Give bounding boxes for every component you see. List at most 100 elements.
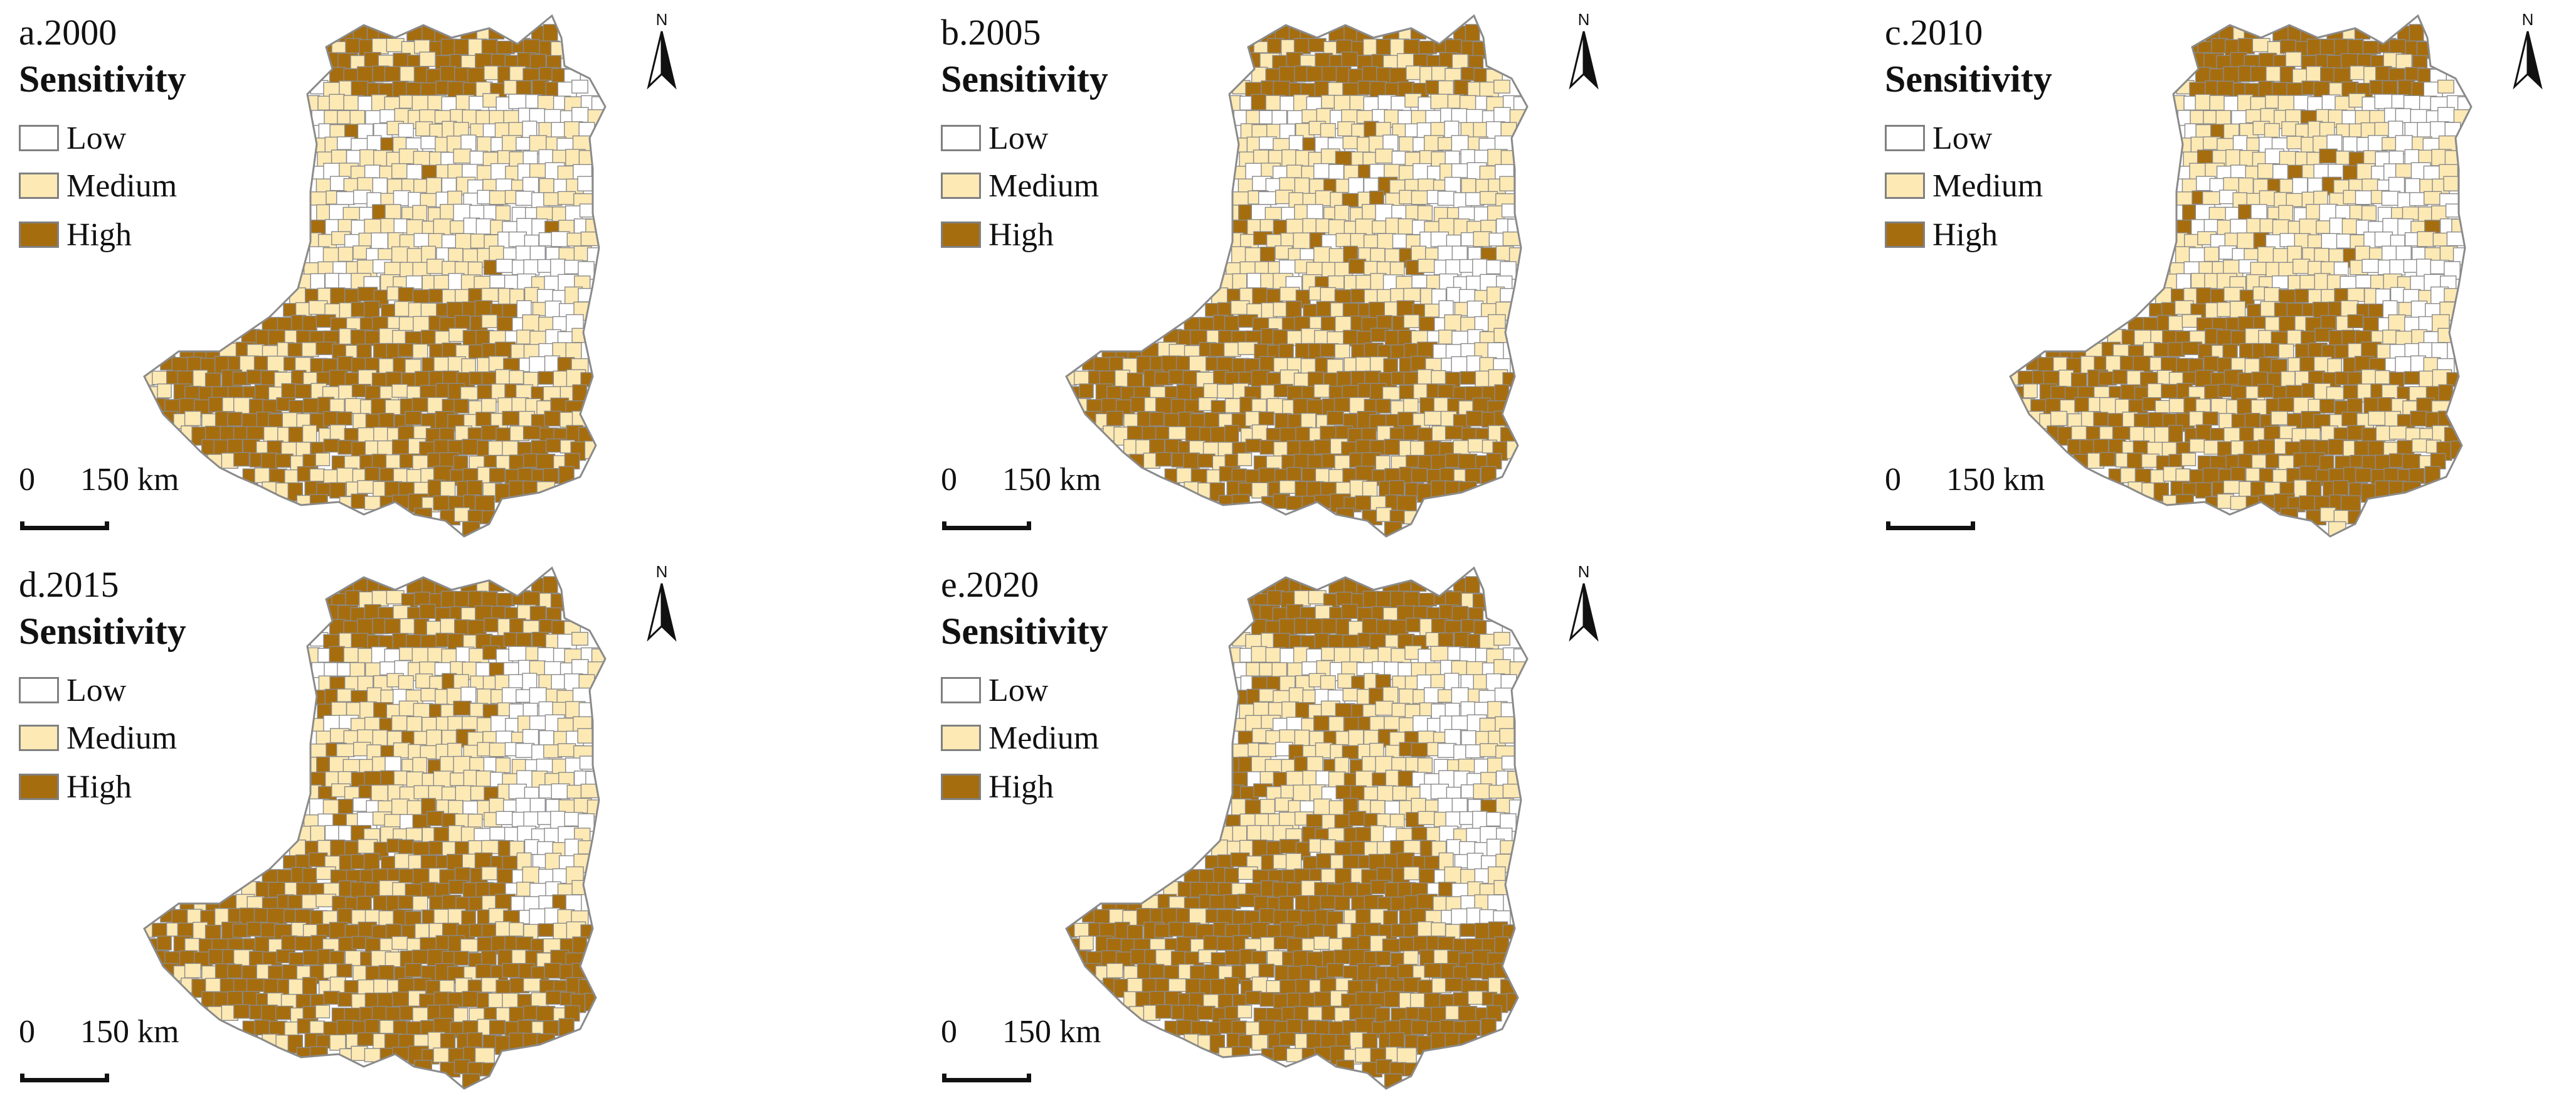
county-polygon — [1336, 40, 1352, 54]
county-polygon — [2328, 330, 2344, 346]
county-polygon — [393, 190, 411, 206]
county-polygon — [454, 867, 470, 882]
county-polygon — [1417, 369, 1434, 387]
county-polygon — [529, 108, 546, 124]
county-polygon — [2230, 467, 2246, 482]
county-polygon — [1444, 620, 1461, 634]
county-polygon — [1487, 894, 1504, 912]
north-arrow-icon: N — [1569, 10, 1599, 90]
county-polygon — [1500, 288, 1520, 302]
county-polygon — [337, 908, 353, 924]
county-polygon — [2382, 80, 2398, 95]
county-polygon — [522, 68, 539, 82]
scale-bar-distance: 150 km — [1002, 1014, 1101, 1050]
county-polygon — [1396, 1047, 1417, 1065]
county-polygon — [1451, 660, 1468, 676]
county-polygon — [1355, 1047, 1372, 1063]
county-polygon — [543, 468, 559, 484]
county-polygon — [309, 494, 328, 508]
county-polygon — [536, 1006, 556, 1021]
county-polygon — [356, 895, 372, 912]
county-polygon — [496, 811, 515, 825]
county-polygon — [577, 176, 593, 192]
county-polygon — [1301, 661, 1319, 676]
county-polygon — [558, 743, 576, 757]
county-polygon — [1384, 882, 1400, 899]
north-arrow-label: N — [656, 562, 668, 581]
legend-item-high: High — [1885, 216, 1998, 253]
county-polygon — [384, 951, 403, 968]
county-polygon — [1334, 455, 1352, 471]
county-polygon — [2443, 176, 2459, 192]
county-polygon — [329, 1034, 346, 1051]
county-polygon — [1327, 410, 1344, 425]
county-polygon — [2259, 190, 2277, 206]
county-polygon — [337, 799, 354, 814]
county-polygon — [2202, 191, 2221, 205]
scale-bar: 0 150 km — [941, 461, 1104, 536]
county-polygon — [1444, 702, 1460, 717]
county-polygon — [1466, 410, 1484, 427]
north-arrow-icon: N — [647, 562, 677, 642]
county-polygon — [2229, 301, 2246, 318]
county-polygon — [2388, 314, 2406, 333]
county-polygon — [323, 439, 340, 453]
county-polygon — [1251, 1034, 1268, 1051]
scale-bar-distance: 150 km — [80, 1014, 179, 1050]
county-polygon — [1458, 1033, 1478, 1049]
county-polygon — [1458, 1006, 1478, 1021]
county-polygon — [1417, 921, 1434, 939]
county-polygon — [2050, 410, 2067, 426]
county-polygon — [1245, 439, 1262, 453]
county-polygon — [2410, 301, 2428, 319]
county-polygon — [419, 604, 436, 619]
county-polygon — [474, 495, 495, 513]
county-polygon — [2347, 314, 2364, 329]
county-polygon — [2402, 206, 2420, 220]
county-polygon — [187, 356, 203, 373]
county-polygon — [2182, 483, 2198, 497]
county-polygon — [2437, 79, 2454, 93]
county-polygon — [391, 383, 408, 398]
county-polygon — [1355, 275, 1372, 290]
county-polygon — [2168, 425, 2183, 443]
county-polygon — [453, 700, 472, 716]
county-polygon — [398, 316, 415, 333]
county-polygon — [329, 398, 345, 413]
county-polygon — [460, 938, 479, 952]
county-polygon — [241, 413, 258, 428]
county-polygon — [1327, 963, 1344, 978]
county-polygon — [1431, 922, 1446, 937]
county-polygon — [1176, 1020, 1192, 1035]
county-polygon — [1451, 163, 1470, 178]
county-polygon — [515, 743, 535, 758]
county-polygon — [337, 247, 354, 262]
county-polygon — [1278, 895, 1294, 912]
county-polygon — [398, 868, 415, 885]
county-polygon — [1260, 273, 1276, 289]
county-polygon — [414, 40, 430, 54]
county-polygon — [1438, 632, 1454, 648]
county-polygon — [1376, 315, 1392, 330]
county-polygon — [427, 811, 445, 826]
legend-label-medium: Medium — [66, 720, 178, 756]
county-polygon — [1313, 439, 1333, 455]
county-polygon — [1286, 1019, 1302, 1034]
legend-item-high: High — [941, 768, 1054, 806]
county-polygon — [1424, 440, 1441, 456]
county-polygon — [2272, 219, 2290, 236]
county-polygon — [558, 191, 576, 205]
county-polygon — [1417, 757, 1433, 774]
county-polygon — [1451, 715, 1470, 730]
scale-bar: 0 150 km — [19, 461, 182, 536]
county-polygon — [460, 686, 477, 704]
county-polygon — [2361, 369, 2378, 387]
county-polygon — [233, 452, 250, 467]
legend-label-low: Low — [989, 120, 1049, 156]
county-polygon — [1259, 908, 1275, 924]
county-polygon — [2299, 275, 2316, 290]
county-polygon — [1176, 467, 1192, 483]
county-polygon — [1258, 191, 1277, 205]
county-polygon — [2257, 383, 2274, 398]
county-polygon — [522, 176, 539, 194]
